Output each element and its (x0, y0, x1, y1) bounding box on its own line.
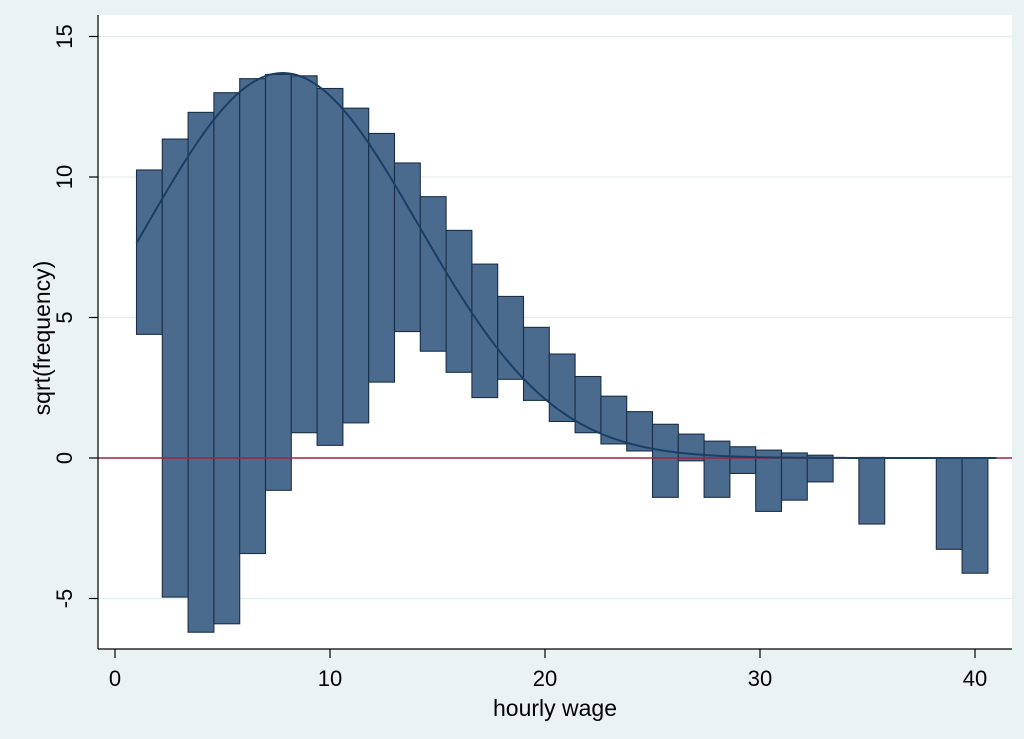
rootogram-bar (651, 423, 679, 498)
rootogram-bar (600, 395, 628, 445)
rootogram-bar (161, 138, 189, 598)
rootogram-bar (445, 229, 473, 373)
x-tick-label: 10 (318, 666, 342, 691)
y-tick-label: 15 (52, 24, 77, 48)
x-tick-label: 40 (963, 666, 987, 691)
rootogram-bar (264, 73, 292, 491)
rootogram-bar (213, 92, 241, 625)
y-tick-label: 0 (52, 452, 77, 464)
rootogram-bar (574, 375, 602, 434)
rootogram-bar (703, 440, 731, 498)
rootogram-bar (368, 132, 396, 383)
bars (135, 73, 989, 633)
rootogram-bar (419, 196, 447, 352)
y-tick-label: -5 (52, 589, 77, 609)
rootogram-bar (316, 87, 344, 446)
x-tick-label: 0 (109, 666, 121, 691)
rootogram-bar (135, 169, 163, 335)
y-tick-label: 5 (52, 311, 77, 323)
rootogram-bar (806, 454, 834, 483)
rootogram-bar (935, 457, 963, 550)
x-axis-title: hourly wage (493, 695, 617, 721)
rootogram-bar (239, 78, 267, 555)
rootogram-bar (729, 446, 757, 475)
rootogram-bar (393, 162, 421, 333)
rootogram-bar (342, 107, 370, 424)
x-tick-label: 20 (533, 666, 557, 691)
rootogram-bar (548, 353, 576, 423)
rootogram-bar (677, 433, 705, 462)
rootogram-bar (858, 456, 886, 525)
y-tick-label: 10 (52, 165, 77, 189)
rootogram-bar (522, 326, 550, 401)
fitted-curve (135, 72, 997, 459)
rootogram-bar (187, 111, 215, 633)
rootogram-bar (497, 295, 525, 380)
y-axis-title: sqrt(frequency) (29, 261, 55, 416)
y-axis-ticks: -5 0 5 10 15 (52, 24, 98, 608)
rootogram-bar (290, 75, 318, 434)
x-tick-label: 30 (748, 666, 772, 691)
rootogram-bar (961, 457, 989, 574)
rootogram-bar (780, 452, 808, 501)
x-axis-ticks: 0 10 20 30 40 (109, 649, 987, 691)
rootogram-bar (755, 449, 783, 512)
